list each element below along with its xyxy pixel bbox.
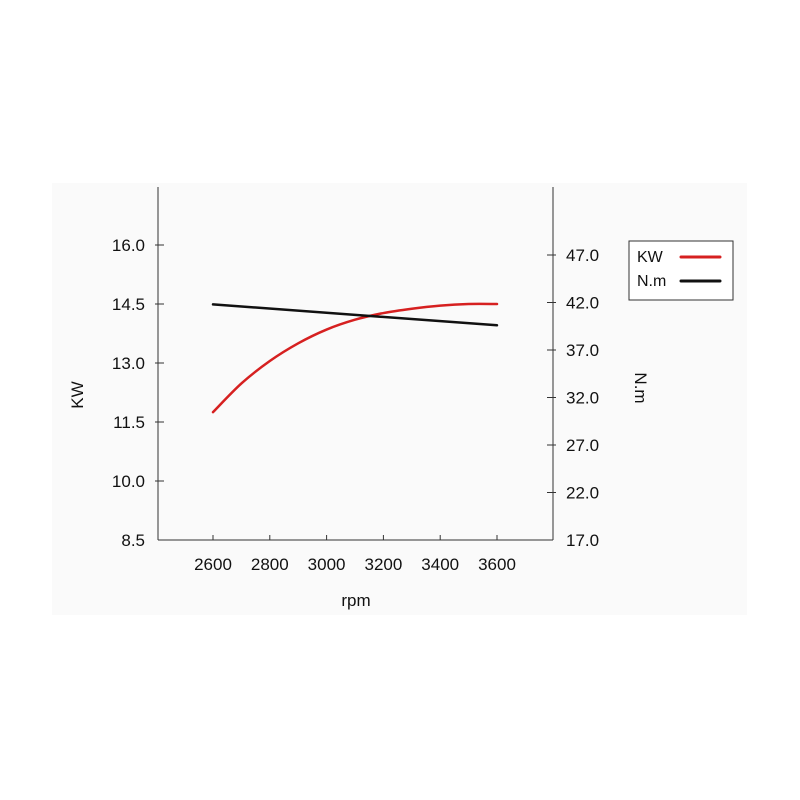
x-tick-label: 3000 — [308, 555, 346, 574]
x-tick-label: 3400 — [421, 555, 459, 574]
series-line-n-m — [211, 303, 499, 327]
series-line-kw — [211, 302, 499, 414]
x-tick-label: 3200 — [364, 555, 402, 574]
y-right-tick-label: 27.0 — [566, 436, 599, 455]
y-left-axis-label: KW — [68, 381, 87, 408]
y-right-tick-label: 42.0 — [566, 294, 599, 313]
legend-box — [628, 240, 734, 301]
y-right-axis-label: N.m — [631, 372, 650, 403]
y-left-tick-label: 13.0 — [112, 354, 145, 373]
y-left-tick-label: 11.5 — [113, 413, 145, 432]
legend-label: KW — [637, 249, 664, 266]
y-left-tick-label: 14.5 — [112, 295, 145, 314]
axes: 8.5 10.0 11.5 13.0 14.5 16.0 17.0 22.0 27.0 32.0 3… — [68, 187, 650, 610]
y-right-tick-label: 32.0 — [566, 389, 599, 408]
x-axis-label: rpm — [341, 591, 370, 610]
series-lines — [211, 302, 499, 414]
y-left-tick-label: 16.0 — [112, 236, 145, 255]
y-right-tick-label: 17.0 — [566, 531, 599, 550]
x-tick-label: 2800 — [251, 555, 289, 574]
y-right-tick-label: 22.0 — [566, 484, 599, 503]
legend-label: N.m — [637, 273, 666, 290]
x-tick-label: 3600 — [478, 555, 516, 574]
legend: KW N.m — [628, 240, 734, 301]
y-right-tick-label: 37.0 — [566, 341, 599, 360]
y-left-tick-label: 10.0 — [112, 472, 145, 491]
y-left-tick-label: 8.5 — [121, 531, 145, 550]
x-tick-label: 2600 — [194, 555, 232, 574]
y-right-tick-label: 47.0 — [566, 246, 599, 265]
